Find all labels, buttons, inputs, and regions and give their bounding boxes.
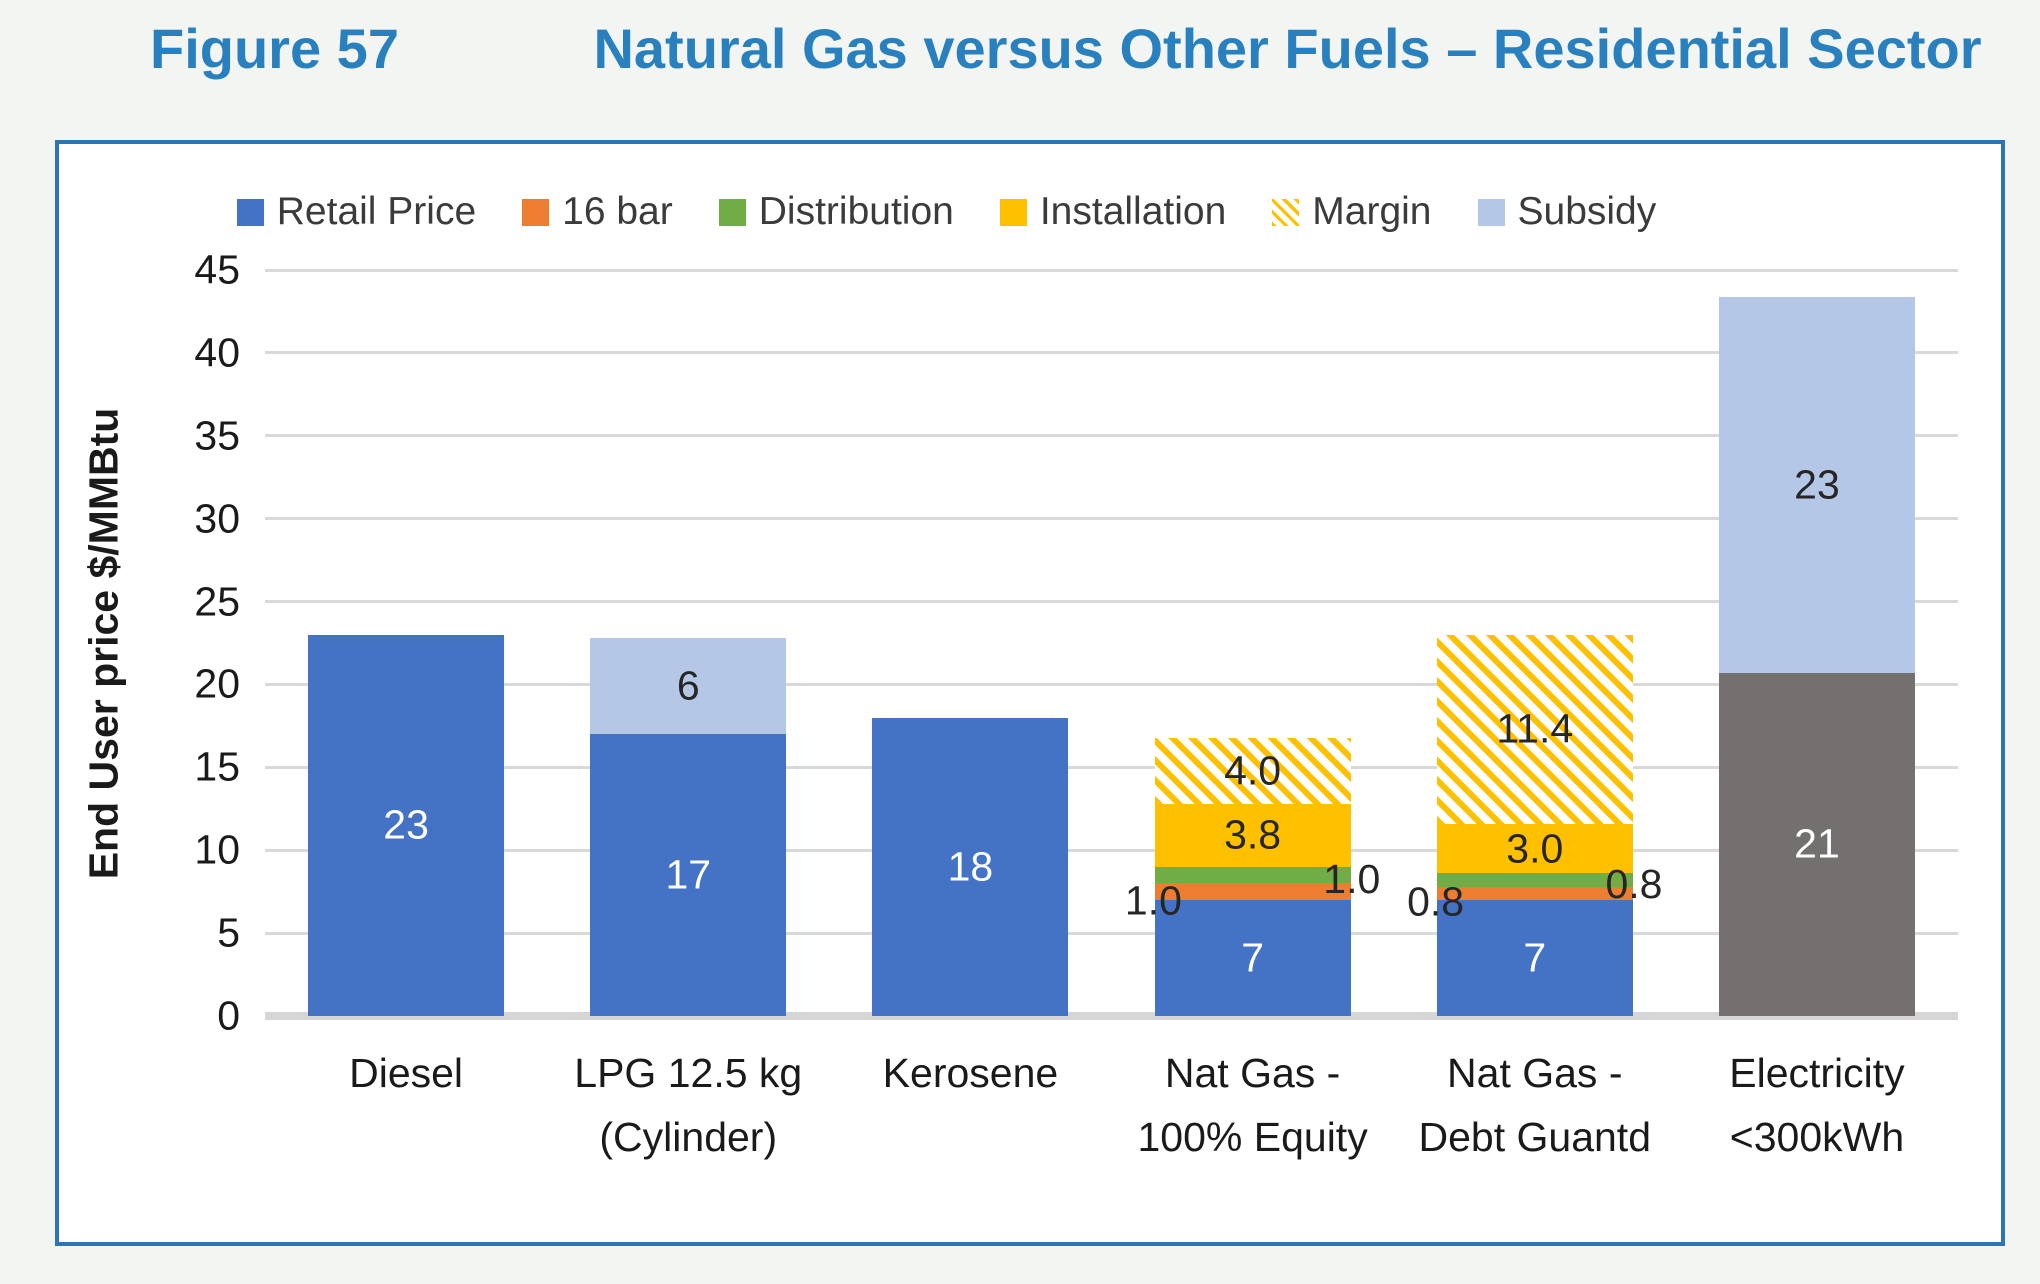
gridline-25 (265, 600, 1958, 604)
data-label-installation: 3.0 (1506, 825, 1564, 872)
distribution-swatch-icon (718, 198, 746, 226)
gridline-5 (265, 931, 1958, 935)
gridline-30 (265, 517, 1958, 521)
legend-label: Installation (1039, 190, 1227, 233)
x-axis-labels: Diesel LPG 12.5 kg (Cylinder) Kerosene Nat … (265, 1042, 1958, 1169)
bar-nat-gas-debt-guantd: 7 0.8 0.8 3.0 11.4 (1407, 270, 1662, 1016)
gridline-45 (265, 268, 1958, 272)
legend-label: Margin (1312, 190, 1432, 233)
x-tick-label-lpg-12-5-kg-cylinder: LPG 12.5 kg (Cylinder) (574, 1050, 803, 1160)
plot-area: 0 5 10 15 20 25 30 35 40 45 23 17 6 18 7 1.0 1.0 3.8 4.0 7 0… (194, 249, 1958, 1036)
figure-caption: Figure 57 Natural Gas versus Other Fuels… (150, 16, 1995, 82)
x-axis-baseline (265, 1012, 1958, 1020)
bars-container: 23 17 6 18 7 1.0 1.0 3.8 4.0 7 0.8 0.8 3.0 11.4 21 23 (265, 270, 1958, 1016)
y-tick-label-10: 10 (194, 826, 240, 873)
legend-label: 16 bar (562, 190, 673, 233)
segment-16-bar: 1.0 (1125, 878, 1351, 923)
bar-slot-nat-gas-debt-guantd: 7 0.8 0.8 3.0 11.4 (1394, 270, 1676, 1016)
y-tick-label-5: 5 (217, 909, 240, 956)
data-label-subsidy: 23 (1794, 461, 1840, 508)
y-axis-title: End User price $/MMBtu (80, 407, 127, 879)
bar-slot-nat-gas-100-equity: 7 1.0 1.0 3.8 4.0 (1112, 270, 1394, 1016)
legend-label: Subsidy (1517, 190, 1657, 233)
data-label-retail-price: 18 (947, 843, 994, 890)
data-label-retail-price: 17 (665, 851, 712, 898)
y-tick-label-20: 20 (194, 660, 240, 707)
gridline-40 (265, 351, 1958, 355)
segment-margin: 11.4 (1436, 634, 1633, 824)
legend-label: Distribution (758, 190, 954, 233)
gridline-10 (265, 848, 1958, 852)
y-axis-title-box: End User price $/MMBtu (69, 270, 139, 1016)
segment-margin: 4.0 (1154, 737, 1351, 804)
retail-price-swatch-icon (236, 198, 264, 226)
x-tick-label-kerosene: Kerosene (882, 1050, 1059, 1096)
segment-16-bar: 0.8 (1407, 879, 1633, 924)
bar-diesel: 23 (308, 270, 505, 1016)
segment-distribution: 1.0 (1154, 856, 1380, 902)
segment-distribution: 0.8 (1436, 861, 1662, 907)
legend-item-margin: Margin (1272, 190, 1432, 234)
y-tick-label-40: 40 (194, 329, 240, 376)
data-label-distribution: 0.8 (1605, 861, 1663, 908)
y-tick-label-30: 30 (194, 495, 240, 542)
y-tick-label-45: 45 (194, 246, 240, 293)
data-label-margin: 11.4 (1496, 705, 1574, 752)
data-label-retail-price: 23 (383, 801, 429, 848)
segment-retail-price: 23 (308, 634, 505, 1016)
gridline-20 (265, 682, 1958, 686)
gridline-35 (265, 434, 1958, 438)
data-label-cost: 21 (1794, 820, 1840, 867)
data-label-retail-price: 7 (1241, 934, 1264, 981)
data-label-distribution: 1.0 (1323, 856, 1381, 903)
bar-slot-lpg-12-5-kg-cylinder: 17 6 (547, 270, 829, 1016)
legend-item-16-bar: 16 bar (522, 190, 673, 234)
segment-installation: 3.8 (1154, 803, 1351, 867)
legend-item-installation: Installation (999, 190, 1227, 234)
data-label-margin: 4.0 (1224, 747, 1282, 794)
segment-installation: 3.0 (1436, 823, 1633, 874)
segment-subsidy: 23 (1718, 296, 1915, 673)
legend-item-subsidy: Subsidy (1477, 190, 1657, 234)
legend-item-retail-price: Retail Price (236, 190, 477, 234)
y-tick-label-35: 35 (194, 412, 240, 459)
bar-slot-diesel: 23 (265, 270, 547, 1016)
y-tick-label-15: 15 (194, 743, 240, 790)
segment-subsidy: 6 (590, 638, 787, 735)
segment-retail-price: 7 (1436, 899, 1633, 1016)
x-tick-label-diesel: Diesel (349, 1050, 464, 1096)
data-label-16-bar: 1.0 (1124, 877, 1182, 924)
16-bar-swatch-icon (522, 198, 550, 226)
x-tick-label-electricity-300kwh: Electricity <300kWh (1729, 1050, 1905, 1160)
figure-title: Natural Gas versus Other Fuels – Residen… (593, 17, 1982, 80)
data-label-16-bar: 0.8 (1407, 878, 1465, 925)
chart-legend: Retail Price 16 bar Distribution Installati… (236, 188, 1958, 236)
segment-retail-price: 17 (590, 734, 787, 1016)
segment-retail-price: 7 (1154, 899, 1351, 1016)
data-label-retail-price: 7 (1523, 934, 1547, 981)
bar-lpg-12-5-kg-cylinder: 17 6 (590, 270, 787, 1016)
installation-swatch-icon (999, 198, 1027, 226)
chart-panel: Retail Price 16 bar Distribution Installati… (55, 140, 2005, 1246)
y-tick-label-25: 25 (194, 578, 240, 625)
segment-cost: 21 (1718, 672, 1915, 1016)
margin-swatch-icon (1272, 198, 1300, 226)
figure-number: Figure 57 (150, 17, 399, 80)
segment-retail-price: 18 (872, 717, 1069, 1016)
bar-slot-kerosene: 18 (829, 270, 1111, 1016)
bar-nat-gas-100-equity: 7 1.0 1.0 3.8 4.0 (1125, 270, 1380, 1016)
x-tick-label-nat-gas-100-equity: Nat Gas - 100% Equity (1137, 1050, 1368, 1160)
data-label-subsidy: 6 (676, 662, 700, 709)
bar-kerosene: 18 (872, 270, 1069, 1016)
gridline-15 (265, 765, 1958, 769)
bar-slot-electricity-300kwh: 21 23 (1676, 270, 1958, 1016)
y-tick-label-0: 0 (217, 992, 240, 1039)
data-label-installation: 3.8 (1224, 811, 1282, 858)
x-tick-label-nat-gas-debt-guantd: Nat Gas - Debt Guantd (1418, 1050, 1652, 1160)
bar-electricity-300kwh: 21 23 (1718, 270, 1915, 1016)
subsidy-swatch-icon (1477, 198, 1505, 226)
legend-item-distribution: Distribution (718, 190, 954, 234)
legend-label: Retail Price (276, 190, 477, 233)
